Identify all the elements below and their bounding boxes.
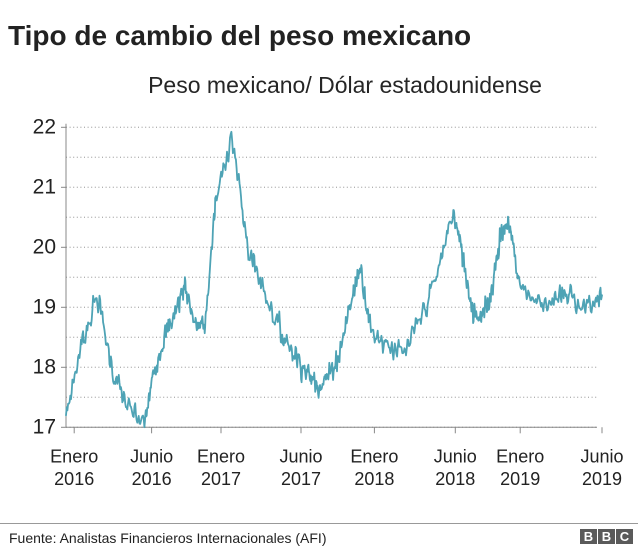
svg-text:Enero: Enero bbox=[50, 447, 98, 467]
svg-text:2017: 2017 bbox=[201, 469, 241, 489]
svg-text:Junio: Junio bbox=[434, 447, 477, 467]
svg-text:2016: 2016 bbox=[54, 469, 94, 489]
svg-text:2018: 2018 bbox=[354, 469, 394, 489]
svg-text:2018: 2018 bbox=[435, 469, 475, 489]
svg-text:Enero: Enero bbox=[496, 447, 544, 467]
svg-text:2016: 2016 bbox=[132, 469, 172, 489]
svg-text:17: 17 bbox=[33, 415, 56, 438]
svg-text:22: 22 bbox=[33, 115, 56, 138]
svg-text:2017: 2017 bbox=[281, 469, 321, 489]
svg-text:21: 21 bbox=[33, 175, 56, 198]
svg-text:2019: 2019 bbox=[582, 469, 622, 489]
svg-text:20: 20 bbox=[33, 235, 56, 258]
svg-text:Junio: Junio bbox=[580, 447, 623, 467]
svg-text:2019: 2019 bbox=[500, 469, 540, 489]
svg-text:Enero: Enero bbox=[197, 447, 245, 467]
svg-text:Enero: Enero bbox=[350, 447, 398, 467]
svg-text:19: 19 bbox=[33, 295, 56, 318]
svg-text:Junio: Junio bbox=[279, 447, 322, 467]
svg-text:18: 18 bbox=[33, 355, 56, 378]
svg-text:Junio: Junio bbox=[130, 447, 173, 467]
